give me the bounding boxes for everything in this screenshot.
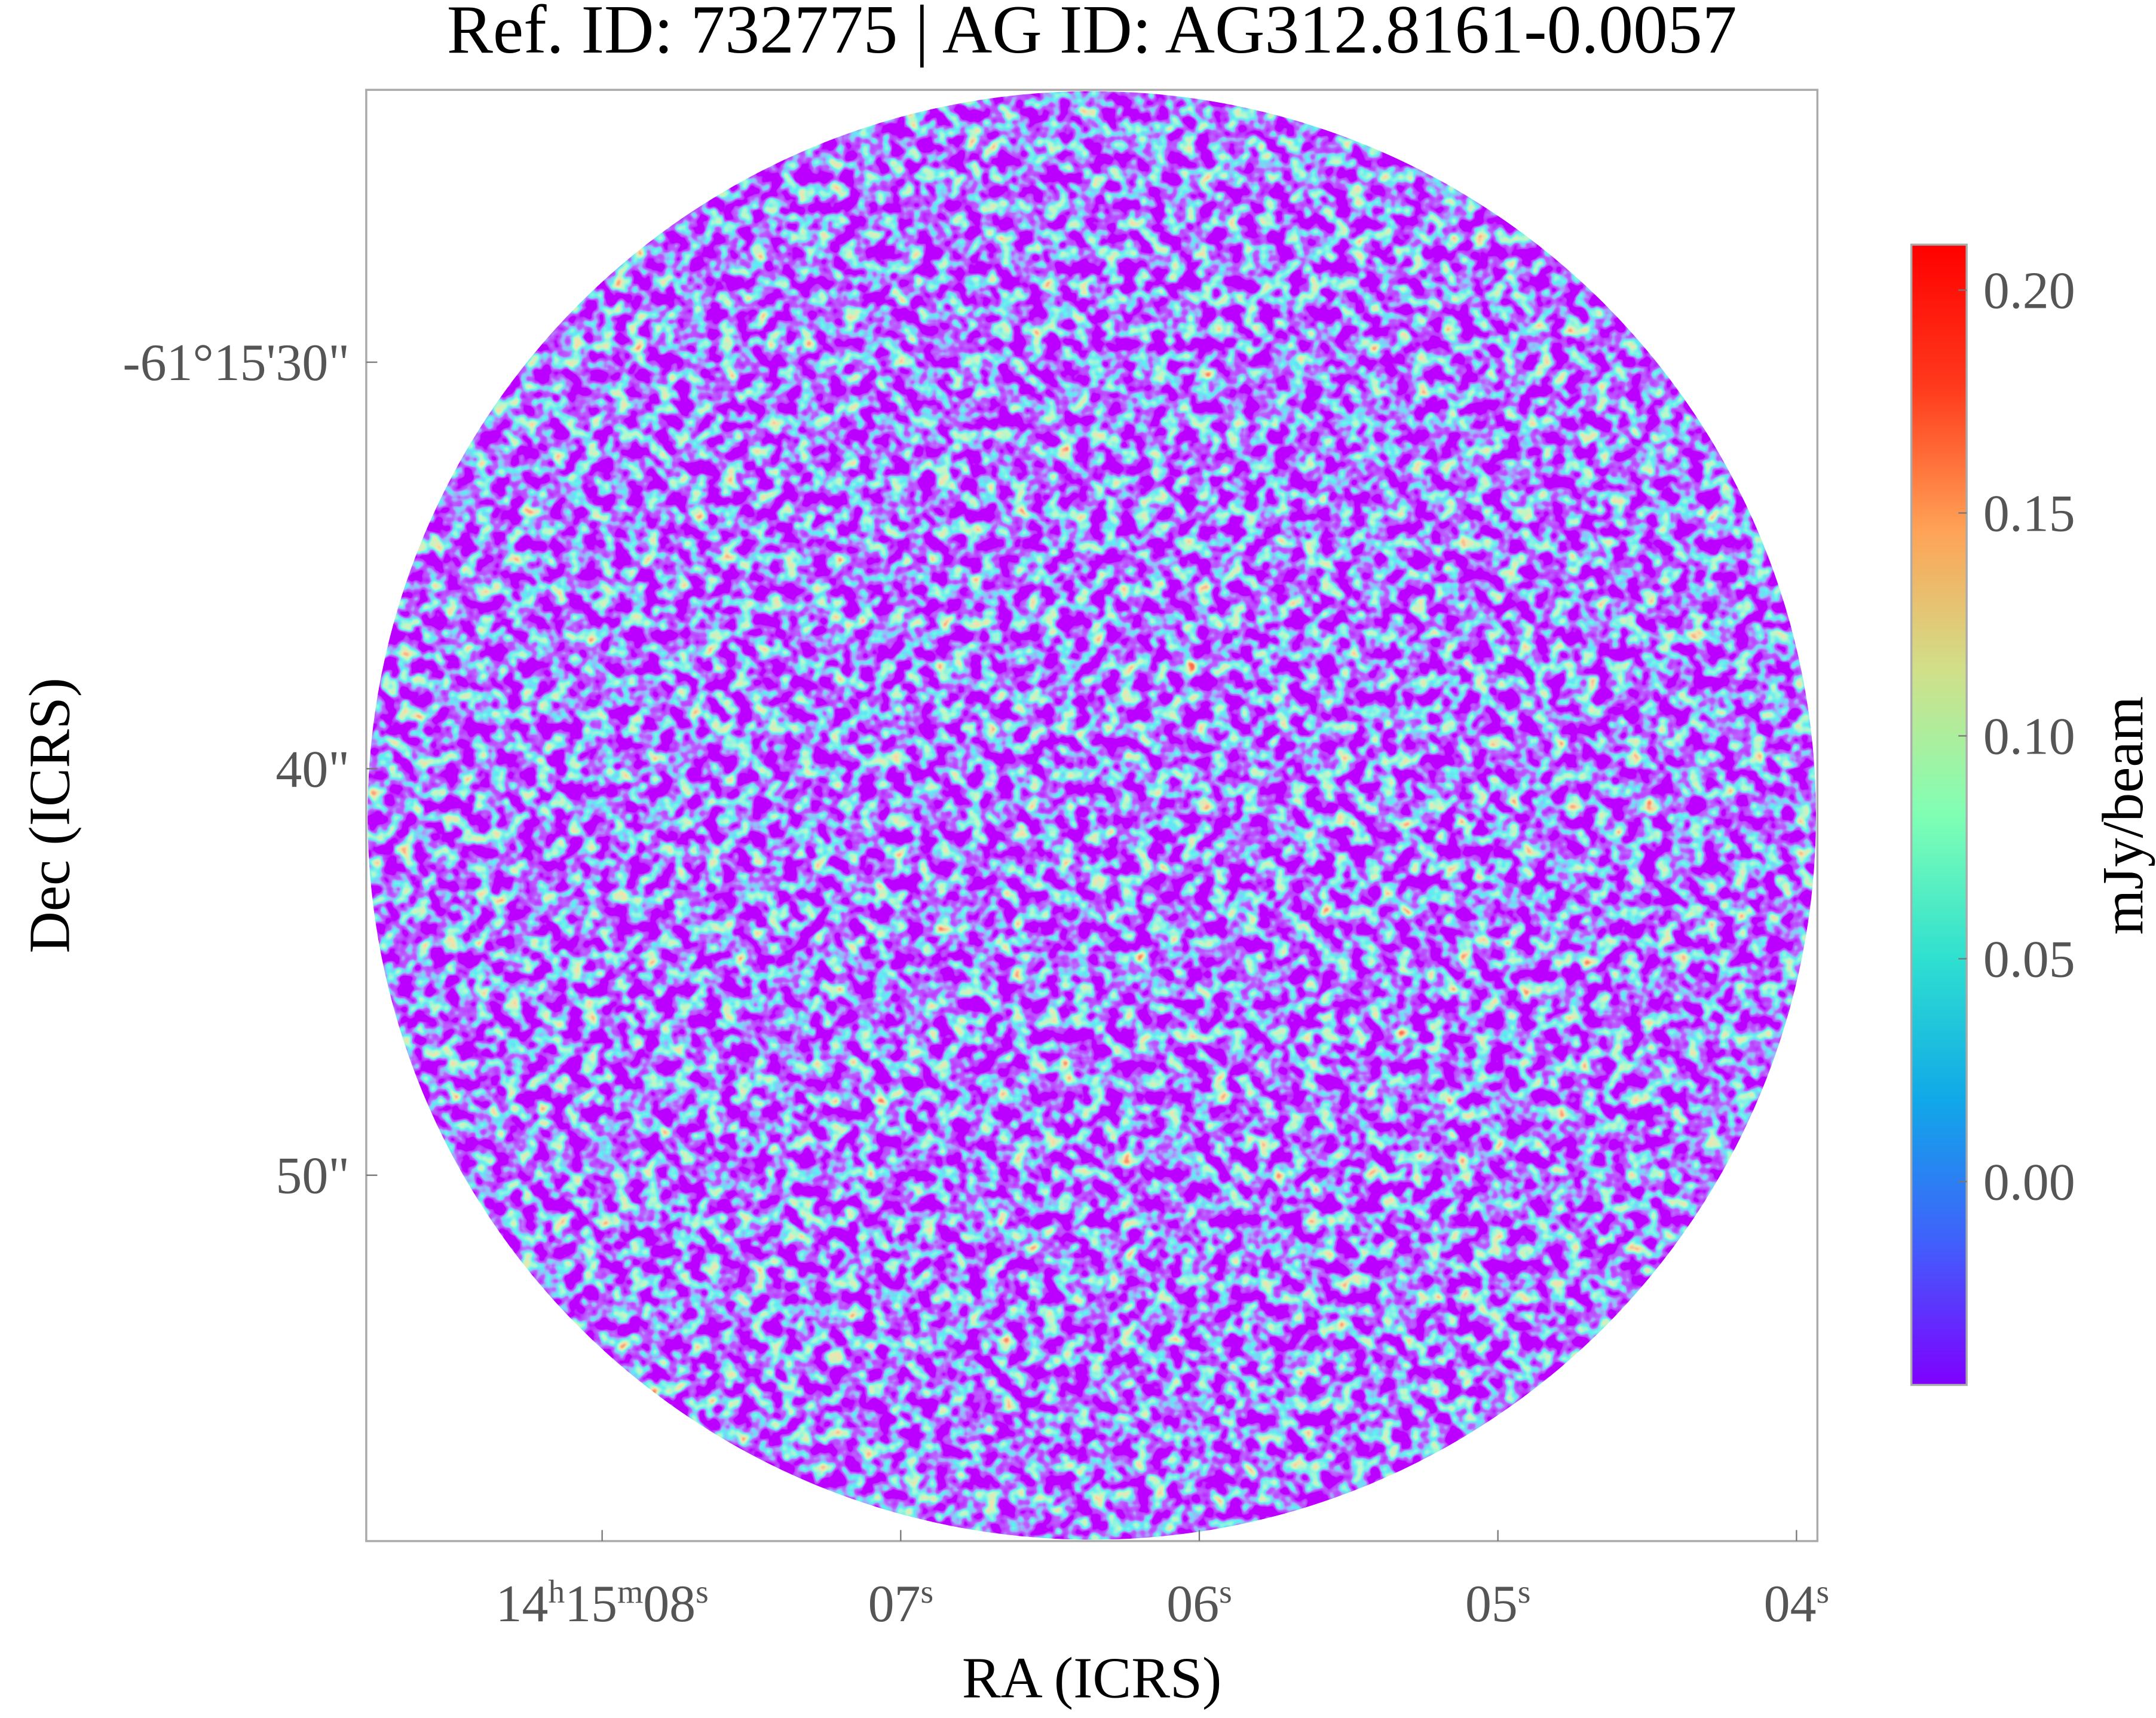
- colorbar-tick-label: 0.00: [1983, 1153, 2075, 1211]
- x-tick-label: 04s: [1764, 1574, 1829, 1633]
- colorbar: [1910, 243, 1968, 1386]
- x-tick-number: 07: [868, 1575, 921, 1633]
- y-tick-label: -61°15'30": [122, 334, 350, 392]
- x-tick-label: 06s: [1166, 1574, 1232, 1633]
- y-tick-label: 50": [275, 1147, 350, 1205]
- x-tick-number: 06: [1166, 1575, 1219, 1633]
- x-tick-label: 14h15m08s: [496, 1574, 709, 1633]
- x-tick-label: 07s: [868, 1574, 933, 1633]
- x-tick-unit: m: [617, 1574, 643, 1610]
- plot-frame: [365, 88, 1819, 1542]
- x-axis-label: RA (ICRS): [962, 1646, 1221, 1710]
- colorbar-tick-label: 0.20: [1983, 262, 2075, 320]
- y-axis-label: Dec (ICRS): [18, 678, 82, 953]
- colorbar-tick-label: 0.10: [1983, 708, 2075, 766]
- image-pixels: [368, 91, 1817, 1540]
- image-disk: [368, 91, 1817, 1540]
- x-tick-number: 08: [643, 1575, 696, 1633]
- colorbar-tick-label: 0.15: [1983, 485, 2075, 543]
- y-tick-label: 40": [275, 740, 350, 798]
- x-tick-number: 15: [565, 1575, 617, 1633]
- colorbar-tick-label: 0.05: [1983, 930, 2075, 988]
- x-tick-number: 14: [496, 1575, 549, 1633]
- x-tick-unit: s: [696, 1574, 709, 1610]
- colorbar-label: mJy/beam: [2091, 696, 2155, 935]
- x-tick-unit: h: [548, 1574, 565, 1610]
- x-tick-unit: s: [1817, 1574, 1830, 1610]
- x-tick-number: 05: [1465, 1575, 1518, 1633]
- x-tick-number: 04: [1764, 1575, 1817, 1633]
- x-tick-label: 05s: [1465, 1574, 1530, 1633]
- x-tick-unit: s: [1518, 1574, 1531, 1610]
- x-tick-unit: s: [1219, 1574, 1232, 1610]
- chart-title: Ref. ID: 732775 | AG ID: AG312.8161-0.00…: [447, 0, 1737, 68]
- x-tick-unit: s: [920, 1574, 933, 1610]
